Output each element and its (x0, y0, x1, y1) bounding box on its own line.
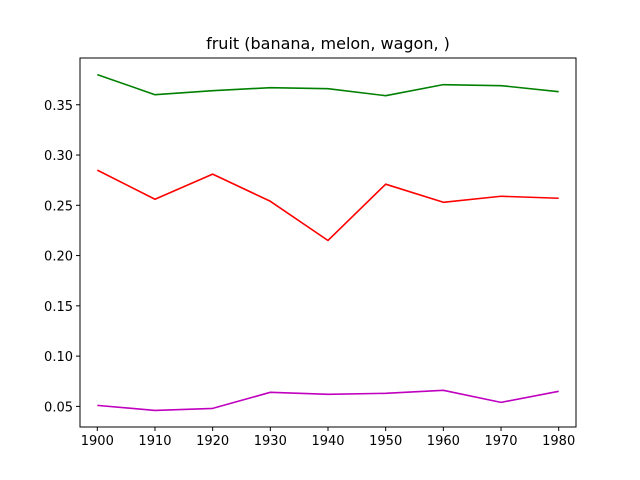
x-tick-label: 1920 (196, 434, 229, 449)
y-tick-label: 0.15 (44, 300, 73, 315)
x-tick-label: 1900 (81, 434, 114, 449)
x-tick-label: 1970 (484, 434, 517, 449)
x-axis: 1900 1910 1920 1930 1940 1950 1960 1970 1980 (81, 427, 575, 449)
x-tick-label: 1980 (542, 434, 575, 449)
y-tick-label: 0.25 (44, 199, 73, 214)
series-line-1 (97, 73, 559, 97)
plot-frame (79, 57, 577, 428)
series-line-2 (96, 169, 559, 242)
chart-title: fruit (banana, melon, wagon, ) (206, 34, 450, 53)
x-tick-label: 1950 (369, 434, 402, 449)
y-tick-label: 0.10 (44, 350, 73, 365)
y-tick-label: 0.30 (44, 149, 73, 164)
series-layer (96, 73, 559, 412)
x-tick-label: 1930 (254, 434, 287, 449)
y-axis: 0.05 0.10 0.15 0.20 0.25 0.30 0.35 (44, 99, 80, 415)
y-tick-label: 0.05 (44, 400, 73, 415)
x-tick-label: 1910 (138, 434, 171, 449)
y-tick-label: 0.20 (44, 250, 73, 265)
series-line-3 (97, 389, 559, 412)
x-tick-label: 1960 (427, 434, 460, 449)
x-tick-label: 1940 (311, 434, 344, 449)
y-tick-label: 0.35 (44, 99, 73, 114)
